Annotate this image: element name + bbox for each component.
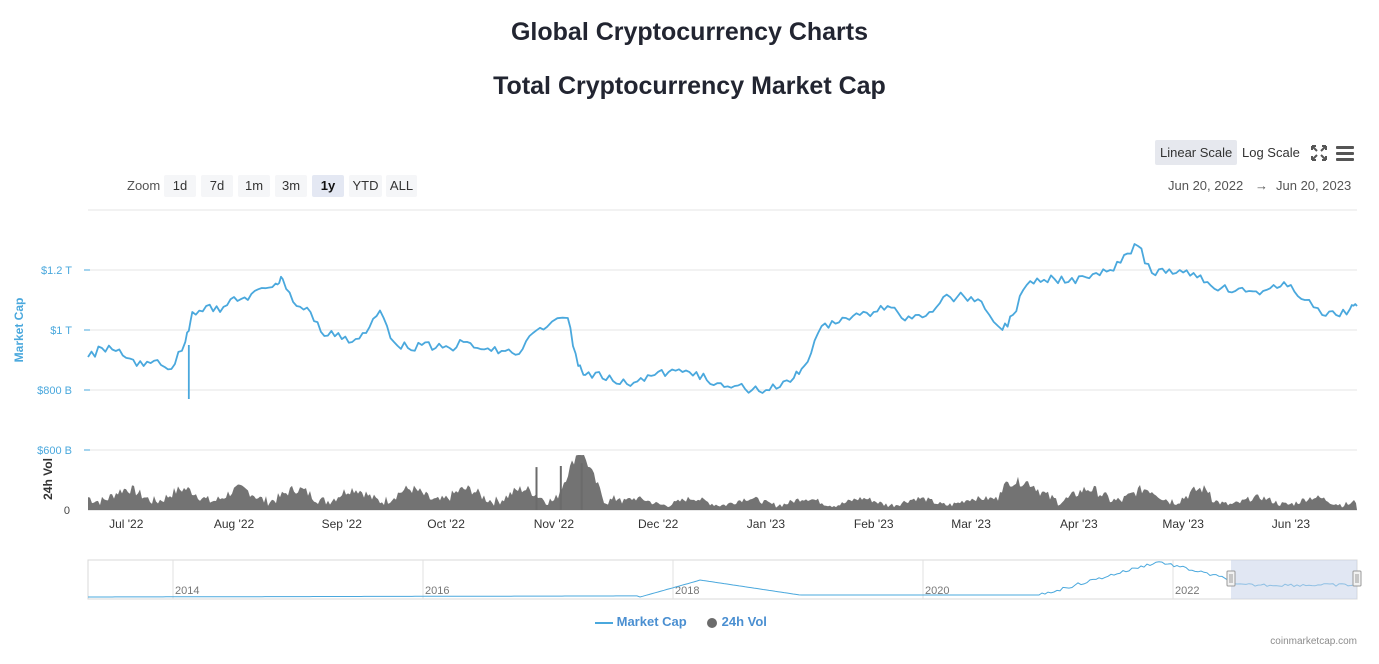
zoom-7d-button[interactable]: 7d <box>201 175 233 197</box>
x-tick-label: Jan '23 <box>747 517 786 531</box>
date-from[interactable]: Jun 20, 2022 <box>1168 178 1244 193</box>
zoom-label: Zoom <box>127 178 161 193</box>
zoom-1y-button[interactable]: 1y <box>312 175 344 197</box>
navigator-selection <box>1231 560 1357 599</box>
x-tick-label: May '23 <box>1162 517 1204 531</box>
x-tick-label: Mar '23 <box>951 517 991 531</box>
date-arrow: → <box>1255 178 1268 193</box>
legend-market-cap-label: Market Cap <box>616 614 687 629</box>
dot-legend-icon <box>707 617 717 628</box>
navigator-tick-label: 2022 <box>1175 585 1199 597</box>
log-scale-button[interactable]: Log Scale <box>1242 145 1300 160</box>
legend-24h-vol[interactable]: 24h Vol <box>706 614 767 629</box>
y-tick-label: $1.2 T <box>41 265 72 277</box>
navigator-tick-label: 2016 <box>425 585 449 597</box>
y-tick-label: $800 B <box>37 385 72 397</box>
linear-scale-button[interactable]: Linear Scale <box>1155 140 1238 165</box>
navigator-frame <box>87 559 1358 600</box>
volume-area <box>88 455 1357 510</box>
credit-text: coinmarketcap.com <box>1270 636 1357 647</box>
fullscreen-icon[interactable] <box>1308 143 1330 163</box>
navigator-left-handle[interactable] <box>1226 570 1236 587</box>
zoom-3m-button[interactable]: 3m <box>275 175 307 197</box>
navigator-right-handle[interactable] <box>1352 570 1362 587</box>
x-tick-label: Nov '22 <box>534 517 575 531</box>
zoom-all-button[interactable]: ALL <box>386 175 417 197</box>
page-title: Global Cryptocurrency Charts <box>510 18 869 46</box>
x-tick-label: Sep '22 <box>322 517 363 531</box>
volume-zero-label: 0 <box>64 505 70 517</box>
volume-axis-title: 24h Vol <box>41 458 55 500</box>
x-tick-label: Jul '22 <box>109 517 144 531</box>
navigator-tick-label: 2014 <box>175 585 199 597</box>
navigator-tick-label: 2018 <box>675 585 699 597</box>
legend-market-cap[interactable]: Market Cap <box>595 614 687 629</box>
market-cap-line <box>87 243 1358 394</box>
x-tick-label: Apr '23 <box>1060 517 1098 531</box>
hamburger-menu-icon[interactable] <box>1334 143 1356 163</box>
x-tick-label: Dec '22 <box>638 517 679 531</box>
line-legend-icon <box>595 621 613 624</box>
x-tick-label: Aug '22 <box>214 517 255 531</box>
zoom-1m-button[interactable]: 1m <box>238 175 270 197</box>
legend-24h-vol-label: 24h Vol <box>721 614 767 629</box>
navigator-tick-label: 2020 <box>925 585 949 597</box>
x-tick-label: Jun '23 <box>1272 517 1311 531</box>
x-tick-label: Oct '22 <box>427 517 465 531</box>
chart-title: Total Cryptocurrency Market Cap <box>493 72 886 100</box>
navigator-line <box>88 561 1357 598</box>
zoom-ytd-button[interactable]: YTD <box>349 175 382 197</box>
y-tick-label: $600 B <box>37 445 72 457</box>
date-to[interactable]: Jun 20, 2023 <box>1276 178 1352 193</box>
y-axis-title: Market Cap <box>12 298 26 363</box>
x-tick-label: Feb '23 <box>854 517 894 531</box>
zoom-1d-button[interactable]: 1d <box>164 175 196 197</box>
y-tick-label: $1 T <box>50 325 72 337</box>
